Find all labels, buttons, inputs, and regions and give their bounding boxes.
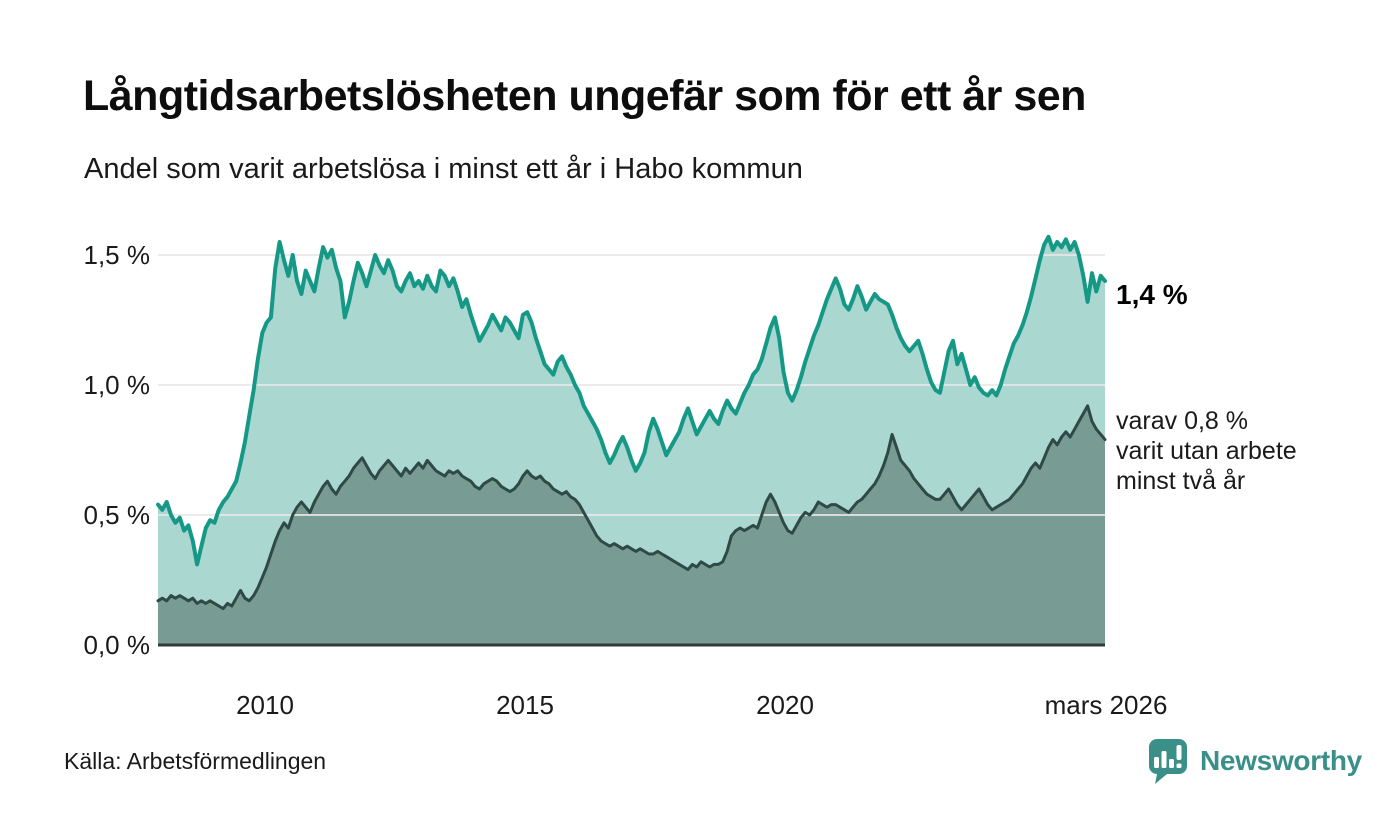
- secondary-series-annotation: varav 0,8 % varit utan arbete minst två …: [1116, 406, 1297, 496]
- newsworthy-logo-icon: [1149, 739, 1187, 784]
- annotation-line-3: minst två år: [1116, 467, 1246, 495]
- x-axis-tick-2015: 2015: [496, 690, 554, 720]
- y-axis-tick-1.0: 1,0 %: [83, 370, 151, 400]
- y-axis-tick-0.5: 0,5 %: [83, 500, 151, 530]
- page-subtitle: Andel som varit arbetslösa i minst ett å…: [84, 153, 803, 185]
- y-axis-tick-1.5: 1,5 %: [83, 240, 151, 270]
- x-axis-tick-mars-2026: mars 2026: [1044, 690, 1168, 720]
- annotation-line-2: varit utan arbete: [1116, 437, 1297, 465]
- x-axis-tick-2020: 2020: [756, 690, 814, 720]
- y-axis-tick-0.0: 0,0 %: [83, 630, 151, 660]
- newsworthy-logo: Newsworthy: [1144, 737, 1362, 785]
- latest-value-label: 1,4 %: [1116, 279, 1188, 310]
- source-attribution: Källa: Arbetsförmedlingen: [64, 748, 327, 774]
- annotation-line-1: varav 0,8 %: [1116, 407, 1249, 435]
- page-title: Långtidsarbetslösheten ungefär som för e…: [83, 72, 1086, 120]
- x-axis-tick-2010: 2010: [236, 690, 294, 720]
- newsworthy-logo-text: Newsworthy: [1200, 745, 1362, 776]
